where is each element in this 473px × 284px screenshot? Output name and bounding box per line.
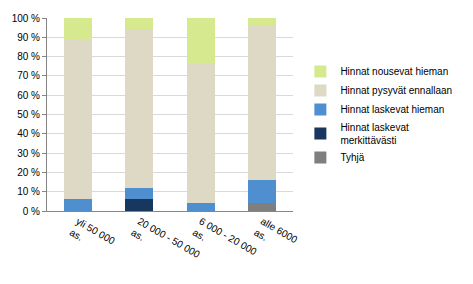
svg-text:Hinnat pysyvät ennallaan: Hinnat pysyvät ennallaan bbox=[340, 85, 452, 96]
svg-text:10 %: 10 % bbox=[17, 186, 40, 197]
svg-text:50 %: 50 % bbox=[17, 109, 40, 120]
svg-text:90 %: 90 % bbox=[17, 32, 40, 43]
svg-text:Hinnat laskevatmerkittävästi: Hinnat laskevatmerkittävästi bbox=[340, 122, 409, 146]
svg-text:60 %: 60 % bbox=[17, 90, 40, 101]
svg-text:100 %: 100 % bbox=[12, 13, 40, 24]
svg-text:Tyhjä: Tyhjä bbox=[340, 152, 364, 163]
svg-text:6 000 - 20 000as.: 6 000 - 20 000as. bbox=[191, 216, 259, 269]
svg-text:alle 6000as.: alle 6000as. bbox=[252, 216, 300, 257]
svg-text:70 %: 70 % bbox=[17, 70, 40, 81]
svg-text:0 %: 0 % bbox=[23, 206, 40, 217]
svg-text:30 %: 30 % bbox=[17, 148, 40, 159]
svg-text:20 000 - 50 000as.: 20 000 - 50 000as. bbox=[129, 216, 202, 272]
svg-text:Hinnat nousevat hieman: Hinnat nousevat hieman bbox=[340, 66, 448, 77]
svg-text:20 %: 20 % bbox=[17, 167, 40, 178]
svg-text:80 %: 80 % bbox=[17, 51, 40, 62]
svg-text:40 %: 40 % bbox=[17, 128, 40, 139]
svg-text:Hinnat laskevat hieman: Hinnat laskevat hieman bbox=[340, 104, 444, 115]
svg-text:yli 50 000as.: yli 50 000as. bbox=[68, 216, 117, 258]
